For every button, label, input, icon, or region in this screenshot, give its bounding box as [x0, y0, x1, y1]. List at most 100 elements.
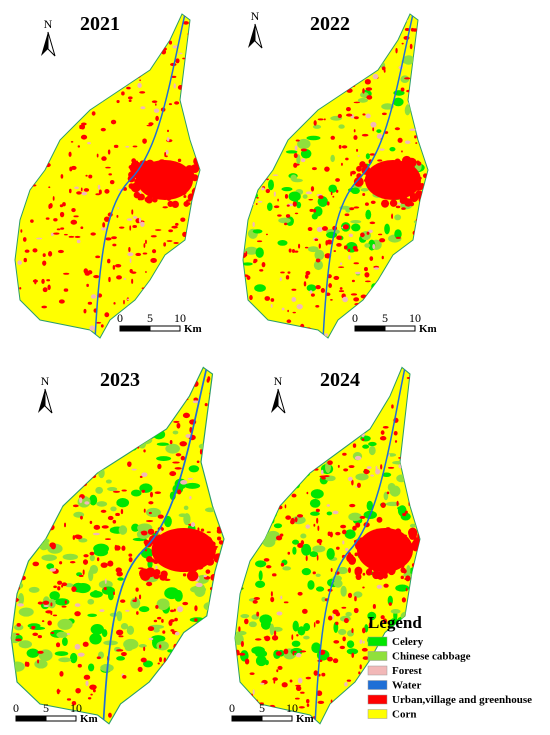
urban-patch	[175, 453, 182, 457]
cabbage-patch	[27, 434, 41, 444]
urban-patch	[206, 531, 211, 534]
urban-patch	[71, 468, 76, 474]
urban-patch	[61, 472, 65, 478]
urban-patch	[320, 287, 326, 293]
urban-patch	[422, 194, 427, 197]
cabbage-patch	[95, 486, 103, 494]
urban-patch	[370, 474, 375, 477]
urban-patch	[15, 335, 19, 338]
urban-patch	[96, 656, 101, 660]
urban-patch	[353, 116, 359, 120]
urban-patch	[128, 99, 132, 103]
urban-patch	[80, 134, 88, 140]
city-patch	[391, 192, 398, 199]
urban-patch	[273, 191, 276, 197]
urban-patch	[182, 78, 188, 81]
urban-patch	[155, 44, 162, 49]
urban-patch	[382, 425, 389, 429]
urban-patch	[54, 101, 58, 106]
urban-patch	[147, 626, 155, 632]
city-patch	[389, 169, 396, 176]
urban-patch	[380, 464, 383, 470]
city-patch	[352, 525, 357, 531]
urban-patch	[175, 222, 179, 226]
urban-patch	[269, 435, 274, 442]
urban-patch	[134, 596, 137, 603]
urban-patch	[276, 611, 283, 616]
urban-patch	[287, 309, 289, 313]
urban-patch	[161, 395, 166, 402]
urban-patch	[291, 68, 297, 73]
urban-patch	[293, 153, 298, 159]
urban-patch	[350, 52, 353, 57]
cabbage-patch	[259, 614, 273, 625]
urban-patch	[300, 323, 305, 330]
urban-patch	[272, 453, 278, 460]
urban-patch	[28, 409, 33, 413]
scale-label: 10	[286, 701, 298, 715]
urban-patch	[81, 59, 87, 62]
urban-patch	[113, 302, 116, 305]
cabbage-patch	[287, 428, 296, 439]
city-patch	[219, 554, 224, 563]
cabbage-patch	[206, 638, 222, 648]
urban-patch	[89, 520, 93, 524]
cabbage-patch	[413, 219, 425, 224]
north-label: N	[274, 374, 283, 388]
urban-patch	[204, 402, 208, 407]
urban-patch	[385, 381, 390, 386]
urban-patch	[348, 67, 354, 70]
urban-patch	[236, 418, 240, 423]
urban-patch	[217, 404, 222, 410]
river	[102, 367, 208, 724]
urban-patch	[372, 243, 376, 250]
urban-patch	[148, 122, 154, 126]
cabbage-patch	[53, 483, 69, 491]
urban-patch	[267, 422, 273, 426]
urban-patch	[405, 575, 411, 582]
urban-patch	[107, 149, 111, 155]
city-patch	[414, 564, 420, 575]
urban-patch	[256, 443, 263, 450]
cabbage-patch	[255, 580, 266, 588]
cabbage-patch	[110, 506, 117, 512]
cabbage-patch	[337, 628, 347, 635]
urban-patch	[74, 534, 82, 539]
urban-patch	[43, 478, 51, 484]
cabbage-patch	[86, 447, 92, 457]
urban-patch	[274, 129, 279, 133]
urban-patch	[42, 253, 46, 258]
urban-patch	[194, 605, 198, 612]
urban-patch	[309, 290, 313, 294]
urban-patch	[298, 243, 301, 249]
urban-patch	[185, 713, 193, 716]
cabbage-patch	[344, 529, 356, 539]
cabbage-patch	[78, 538, 88, 543]
urban-patch	[276, 669, 279, 673]
urban-patch	[286, 473, 292, 476]
urban-patch	[11, 668, 14, 673]
urban-patch	[124, 448, 127, 455]
city-patch	[370, 539, 380, 550]
urban-patch	[324, 256, 330, 259]
urban-patch	[36, 237, 43, 240]
cabbage-patch	[382, 472, 392, 478]
scale-bar	[45, 715, 77, 722]
urban-patch	[114, 544, 118, 551]
urban-patch	[406, 270, 412, 274]
urban-patch	[112, 330, 119, 334]
urban-patch	[38, 145, 45, 151]
urban-patch	[101, 392, 109, 396]
city-patch	[187, 538, 195, 546]
urban-patch	[13, 368, 21, 372]
urban-patch	[321, 226, 328, 231]
urban-patch	[141, 530, 148, 536]
urban-patch	[89, 39, 93, 43]
urban-patch	[340, 524, 347, 529]
cabbage-patch	[255, 655, 267, 667]
urban-patch	[196, 685, 200, 692]
urban-patch	[352, 37, 359, 41]
urban-patch	[211, 461, 218, 466]
urban-patch	[64, 423, 67, 428]
urban-patch	[336, 235, 342, 240]
